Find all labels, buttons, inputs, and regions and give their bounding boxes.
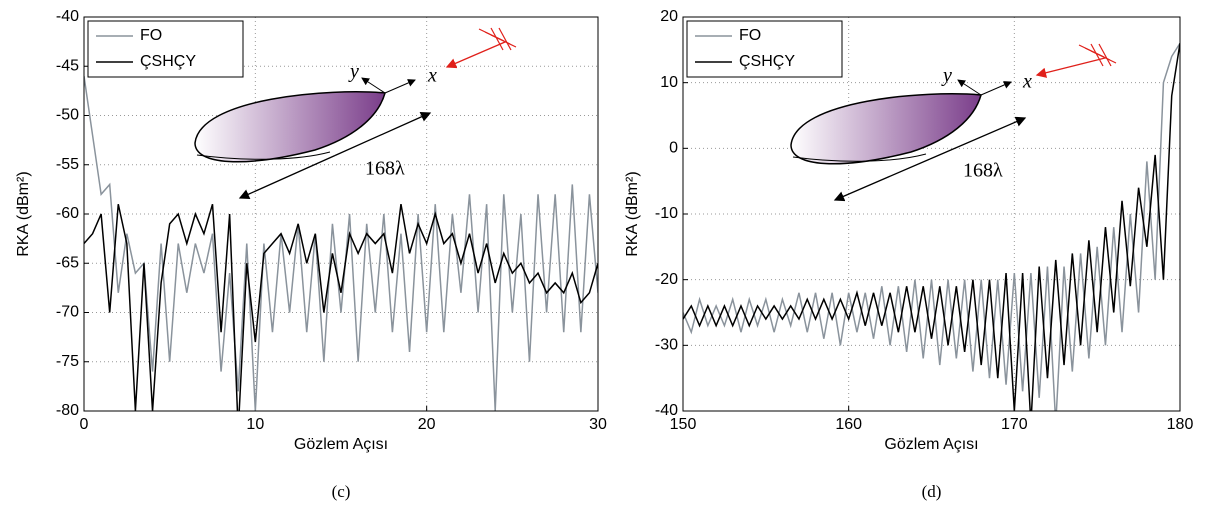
y-tick-label: -45 — [56, 57, 79, 74]
x-tick-label: 30 — [589, 416, 607, 433]
legend-label: ÇSHÇY — [140, 53, 196, 70]
y-tick-label: -20 — [655, 271, 678, 288]
body-rim — [792, 153, 927, 162]
y-axis-label: RKA (dBm²) — [15, 171, 32, 256]
annotation: y — [348, 61, 359, 83]
annotation: x — [427, 65, 437, 87]
y-tick-label: 20 — [660, 8, 678, 25]
annotation: y — [941, 65, 952, 87]
axis-arrow — [980, 81, 1012, 96]
axis-arrow — [384, 79, 416, 94]
legend-box — [87, 20, 244, 78]
axis-arrow — [957, 79, 982, 96]
y-axis-label: RKA (dBm²) — [624, 171, 641, 256]
wave-front — [1098, 43, 1112, 67]
plot-frame — [83, 16, 599, 412]
series-line — [84, 75, 598, 411]
legend-label: FO — [739, 27, 761, 44]
x-tick-label: 20 — [418, 416, 436, 433]
x-tick-label: 160 — [835, 416, 862, 433]
wave-front — [490, 34, 517, 48]
wave-front — [490, 27, 504, 51]
y-tick-label: -50 — [56, 107, 79, 124]
length-arrow — [238, 154, 336, 200]
y-tick-label: -75 — [56, 353, 79, 370]
y-tick-label: -10 — [655, 205, 678, 222]
wave-front — [1090, 43, 1104, 67]
incident-arrow — [1035, 57, 1106, 78]
y-tick-label: -70 — [56, 304, 79, 321]
x-tick-label: 10 — [246, 416, 264, 433]
body-rim — [196, 151, 331, 160]
illustration — [194, 77, 416, 163]
illustration — [790, 79, 1012, 165]
y-tick-label: -65 — [56, 254, 79, 271]
legend-box — [686, 20, 843, 78]
x-axis-label: Gözlem Açısı — [884, 436, 978, 453]
length-arrow — [929, 116, 1027, 160]
y-tick-label: 10 — [660, 74, 678, 91]
x-tick-label: 150 — [670, 416, 697, 433]
annotation: 168λ — [963, 160, 1003, 182]
y-tick-label: 0 — [669, 140, 678, 157]
incident-arrow — [445, 41, 506, 69]
legend-label: FO — [140, 27, 162, 44]
plot-frame — [682, 16, 1181, 412]
length-arrow — [833, 158, 931, 202]
annotation: x — [1022, 71, 1032, 93]
x-tick-label: 0 — [80, 416, 89, 433]
x-axis-label: Gözlem Açısı — [294, 436, 388, 453]
y-tick-label: -40 — [655, 402, 678, 419]
y-tick-label: -30 — [655, 337, 678, 354]
series-line — [683, 42, 1180, 411]
caption: (d) — [922, 482, 942, 501]
x-tick-label: 180 — [1167, 416, 1194, 433]
y-tick-label: -80 — [56, 402, 79, 419]
y-tick-label: -60 — [56, 205, 79, 222]
wave-front — [1090, 50, 1117, 64]
y-tick-label: -40 — [56, 8, 79, 25]
wave-front — [498, 27, 512, 51]
series-line — [683, 43, 1180, 411]
legend-label: ÇSHÇY — [739, 53, 795, 70]
axis-arrow — [361, 77, 386, 94]
annotation: 168λ — [365, 158, 405, 180]
length-arrow — [334, 111, 432, 157]
caption: (c) — [332, 482, 351, 501]
x-tick-label: 170 — [1001, 416, 1028, 433]
y-tick-label: -55 — [56, 156, 79, 173]
series-line — [84, 203, 598, 411]
